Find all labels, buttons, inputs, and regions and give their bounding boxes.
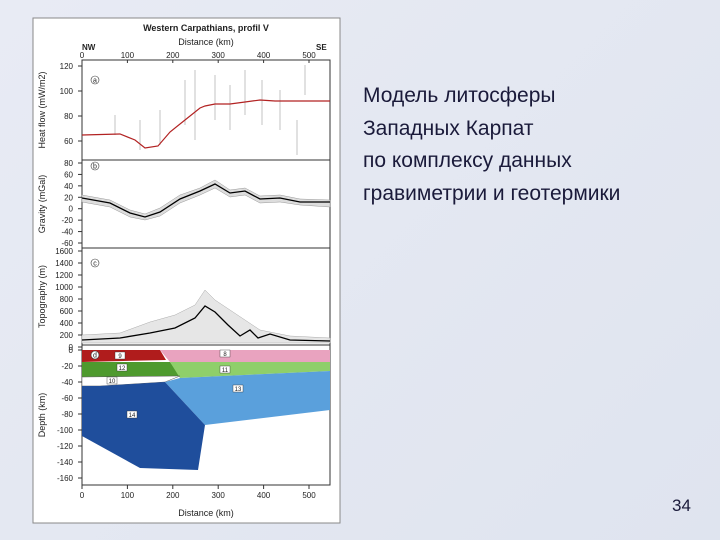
layer [82,362,180,377]
x-tick-label: 0 [80,491,85,500]
y-tick-label: 0 [69,346,74,355]
y-tick-label: -80 [61,410,73,419]
panel-letter-badge [90,350,100,360]
x-tick-label: 0 [80,51,85,60]
panel-letter-badge [90,161,100,171]
body-label: 8 [223,352,227,358]
direction-label: NW [82,43,96,52]
y-tick-label: -120 [57,442,74,451]
y-axis-title: Topography (m) [37,265,47,328]
y-tick-label: 20 [64,193,73,202]
y-tick-label: 40 [64,182,73,191]
y-tick-label: 120 [60,62,74,71]
y-tick-label: 0 [69,205,74,214]
x-tick-label: 200 [166,491,180,500]
body-label: 12 [119,366,126,372]
y-tick-label: -60 [61,239,73,248]
figure: Western Carpathians, profil V Distance (k… [32,17,341,524]
y-tick-label: -40 [61,228,73,237]
y-tick-label: 1400 [55,259,73,268]
layer [82,382,205,470]
text-line: Модель литосферы [363,84,556,107]
body-label: 14 [129,413,136,419]
panel-letter: a [93,78,97,85]
x-tick-label: 200 [166,51,180,60]
body-label-box [114,351,126,360]
axis-title: Distance (km) [178,37,234,47]
y-tick-label: 1200 [55,271,73,280]
x-tick-label: 400 [257,491,271,500]
body-label: 10 [109,379,116,385]
y-tick-label: -60 [61,394,73,403]
y-tick-label: 60 [64,137,73,146]
heat-flow-curve [81,99,330,149]
axis-title: Distance (km) [178,508,234,518]
x-tick-label: 300 [212,491,226,500]
y-tick-label: -40 [61,378,73,387]
x-tick-label: 300 [212,51,226,60]
y-tick-label: 80 [64,112,73,121]
body-label-box [219,365,231,374]
y-tick-label: 1600 [55,247,73,256]
text-line: Западных Карпат [363,116,534,140]
y-tick-label: 1000 [55,283,73,292]
figure-title: Western Carpathians, profil V [143,23,269,33]
text-line: по комплексу данных [363,149,572,172]
y-axis-title: Heat flow (mW/m2) [37,71,47,148]
layer [165,371,330,425]
y-tick-label: 100 [60,87,74,96]
page-number: 34 [672,496,691,515]
x-tick-label: 500 [302,491,316,500]
y-tick-label: -160 [57,474,74,483]
y-tick-label: 200 [60,331,74,340]
body-label: 13 [235,387,242,393]
x-tick-label: 400 [257,51,271,60]
layer [170,362,330,378]
x-tick-label: 100 [121,51,135,60]
panel-letter: c [93,261,97,268]
panel-letter: d [93,353,97,360]
y-tick-label: -100 [57,426,74,435]
y-tick-label: -20 [61,362,73,371]
y-tick-label: 60 [64,170,73,179]
panel-letter: b [93,164,97,171]
y-axis-title: Gravity (mGal) [37,175,47,234]
body-label-box [232,384,244,393]
x-tick-label: 100 [121,491,135,500]
topography-band [81,289,331,344]
y-axis-title: Depth (km) [37,393,47,438]
y-tick-label: 600 [60,307,74,316]
direction-label: SE [316,43,327,52]
body-label-box [106,376,118,385]
y-tick-label: -140 [57,458,74,467]
error-bars [114,65,306,155]
topography-curve [81,305,331,342]
body-label-box [219,349,231,358]
x-tick-label: 500 [302,51,316,60]
body-label-box [116,363,128,372]
panel-letter-badge [90,75,100,85]
y-tick-label: 400 [60,319,74,328]
y-tick-label: -20 [61,216,73,225]
y-tick-label: 800 [60,295,74,304]
layer [160,350,330,362]
body-label: 11 [222,368,229,374]
y-tick-label: 0 [69,343,74,352]
gravity-curve [81,183,330,218]
text-line: гравиметрии и геотермики [363,181,621,205]
body-label-box [126,410,138,419]
y-tick-label: 80 [64,159,73,168]
body-label: 9 [118,354,122,360]
panel-letter-badge [90,258,100,268]
